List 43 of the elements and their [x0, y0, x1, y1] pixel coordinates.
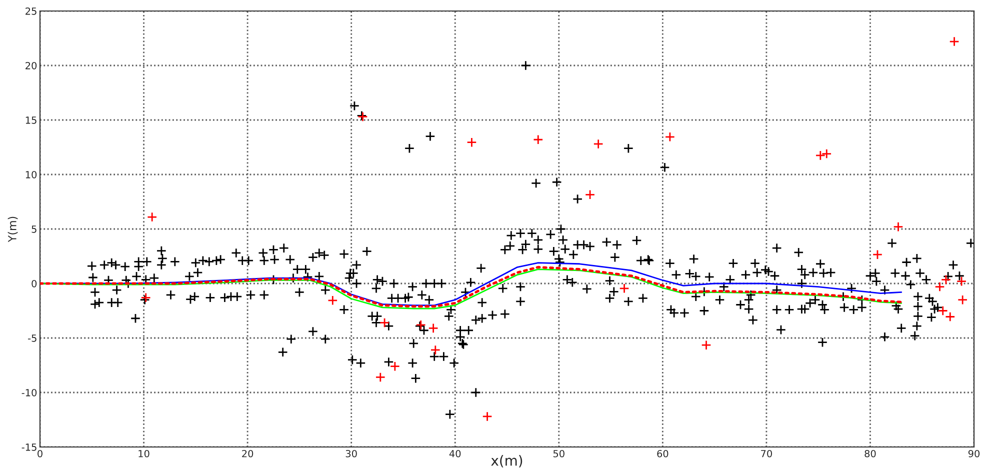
point [430, 344, 440, 356]
point [482, 411, 492, 422]
point [390, 361, 400, 372]
point [664, 132, 676, 142]
x-tick-label: 80 [864, 450, 876, 458]
y-tick-label: -5 [28, 334, 36, 342]
x-tick-label: 70 [761, 450, 772, 458]
x-tick-label: 50 [553, 450, 564, 458]
point [146, 212, 158, 222]
point [958, 294, 968, 305]
point [375, 372, 386, 382]
point [593, 138, 604, 150]
x-tick-label: 90 [968, 450, 980, 458]
point [945, 312, 956, 322]
y-tick-label: 20 [26, 62, 37, 70]
x-tick-label: 20 [242, 450, 254, 458]
point [701, 340, 712, 350]
y-tick-label: 0 [32, 280, 37, 288]
point [956, 276, 967, 286]
x-tick-label: 60 [657, 450, 668, 458]
y-tick-label: 5 [32, 226, 36, 233]
y-tick-label: 25 [26, 7, 36, 15]
y-tick-label: 15 [26, 116, 36, 124]
x-tick-label: 10 [138, 450, 150, 458]
point [893, 222, 904, 232]
y-tick-label: -10 [22, 388, 37, 396]
y-axis-title: Y(m) [8, 216, 18, 242]
point [619, 283, 630, 294]
point [533, 134, 544, 145]
x-tick-label: 40 [449, 450, 461, 458]
x-tick-label: 30 [346, 450, 357, 458]
point [428, 323, 438, 334]
point [872, 250, 883, 260]
y-tick-label: -15 [22, 444, 36, 451]
point [949, 36, 960, 47]
x-tick-label: 0 [38, 450, 42, 458]
point [938, 306, 948, 316]
point [328, 295, 338, 306]
x-axis-title: x(m) [491, 455, 522, 468]
point [379, 318, 390, 328]
point [584, 190, 596, 200]
y-tick-label: 10 [26, 170, 37, 178]
point [466, 137, 477, 148]
